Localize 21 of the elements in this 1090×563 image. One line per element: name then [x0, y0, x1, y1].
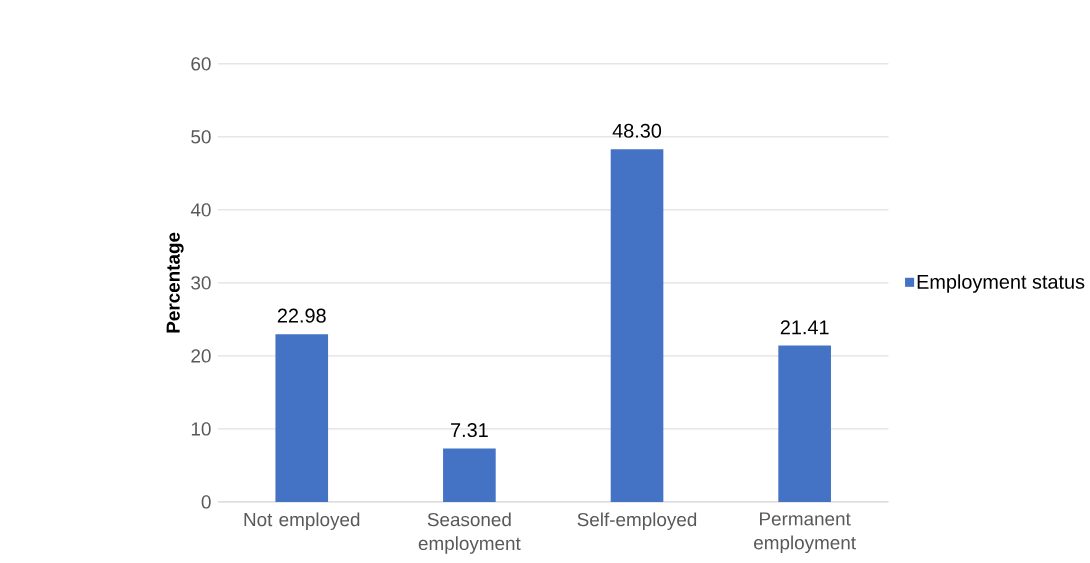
y-tick-label: 60: [191, 57, 211, 71]
legend-label: Employment status: [917, 274, 1085, 293]
y-tick-label: 50: [191, 130, 211, 144]
y-tick-label: 20: [191, 349, 211, 363]
data-label: 22.98: [277, 308, 326, 323]
y-tick-label: 10: [191, 422, 211, 436]
y-axis-title: Percentage: [166, 232, 184, 333]
bar: [778, 345, 831, 502]
y-tick-label: 0: [201, 495, 211, 509]
x-tick-label: Permanent employment: [754, 512, 856, 553]
y-tick-label: 30: [191, 276, 211, 290]
bar: [610, 149, 664, 502]
y-tick-label: 40: [190, 203, 211, 217]
data-label: 48.30: [612, 123, 662, 138]
data-label: 7.31: [451, 422, 488, 437]
x-tick-label: Not employed: [244, 512, 360, 530]
bar: [443, 448, 496, 502]
data-label: 21.41: [780, 320, 829, 335]
x-tick-label: Self-employed: [577, 512, 697, 530]
x-tick-label: Seasoned employment: [418, 512, 521, 554]
bar: [275, 334, 329, 502]
